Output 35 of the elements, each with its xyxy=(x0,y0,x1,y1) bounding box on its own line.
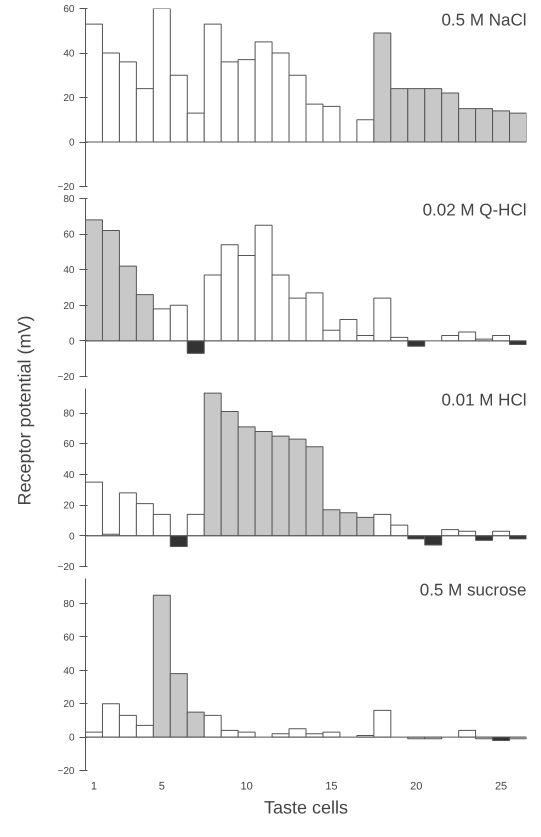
x-tick-label: 1 xyxy=(90,780,98,792)
chart-title: 0.01 M HCl xyxy=(441,390,527,410)
x-tick-label: 10 xyxy=(240,780,253,792)
x-axis-title: Taste cells xyxy=(264,798,348,818)
y-tick-label: −20 xyxy=(58,182,75,193)
y-tick-label: 0 xyxy=(68,732,75,744)
chart-title: 0.5 M sucrose xyxy=(420,580,526,600)
y-tick-label: 80 xyxy=(63,194,75,205)
x-tick-label: 5 xyxy=(158,780,165,792)
y-tick-label: 40 xyxy=(63,48,75,60)
y-tick-label: 40 xyxy=(63,470,75,481)
y-tick-label: 20 xyxy=(63,300,75,312)
y-tick-label: 60 xyxy=(63,439,75,450)
y-tick-label: 20 xyxy=(63,500,75,512)
y-tick-label: 60 xyxy=(63,4,75,15)
y-tick-label: 20 xyxy=(63,699,75,710)
x-tick-label: 20 xyxy=(410,780,422,792)
y-tick-label: 80 xyxy=(63,599,75,610)
y-tick-label: 0 xyxy=(68,531,75,542)
y-tick-label: −20 xyxy=(58,562,75,573)
y-tick-label: 0 xyxy=(68,336,75,348)
y-tick-label: 40 xyxy=(63,265,75,276)
y-tick-label: −20 xyxy=(58,766,75,777)
y-tick-label: 60 xyxy=(63,230,75,241)
y-tick-label: 60 xyxy=(63,632,75,644)
chart-title: 0.5 M NaCl xyxy=(441,10,527,30)
x-tick-label: 15 xyxy=(325,780,338,792)
y-tick-label: 40 xyxy=(63,666,75,677)
y-tick-label: 80 xyxy=(63,408,75,420)
chart-title: 0.02 M Q-HCl xyxy=(422,200,527,220)
x-tick-label: 25 xyxy=(494,780,508,792)
y-tick-label: 0 xyxy=(68,138,75,148)
y-tick-label: −20 xyxy=(58,372,75,383)
y-tick-label: 20 xyxy=(63,93,75,104)
y-axis-title: Receptor potential (mV) xyxy=(14,315,34,506)
